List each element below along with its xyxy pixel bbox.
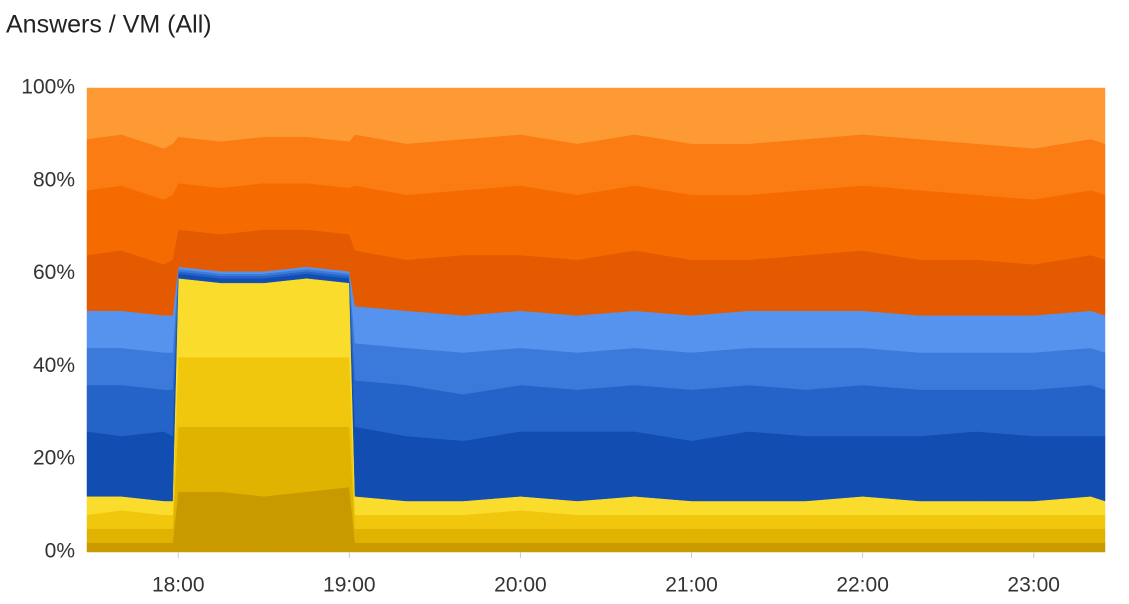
x-tick-label: 18:00 bbox=[152, 574, 205, 597]
y-tick-label: 100% bbox=[21, 76, 75, 99]
x-tick-label: 21:00 bbox=[665, 574, 718, 597]
y-tick-label: 60% bbox=[33, 261, 75, 284]
area bbox=[86, 87, 1106, 149]
x-tick-label: 20:00 bbox=[494, 574, 547, 597]
x-tick-label: 23:00 bbox=[1007, 574, 1060, 597]
x-tick-label: 19:00 bbox=[323, 574, 376, 597]
plot-area bbox=[86, 87, 1106, 553]
x-tick-label: 22:00 bbox=[836, 574, 889, 597]
y-tick-label: 0% bbox=[45, 540, 75, 563]
chart-title: Answers / VM (All) bbox=[6, 11, 212, 39]
y-tick-label: 80% bbox=[33, 168, 75, 191]
y-tick-label: 20% bbox=[33, 447, 75, 470]
y-tick-label: 40% bbox=[33, 354, 75, 377]
